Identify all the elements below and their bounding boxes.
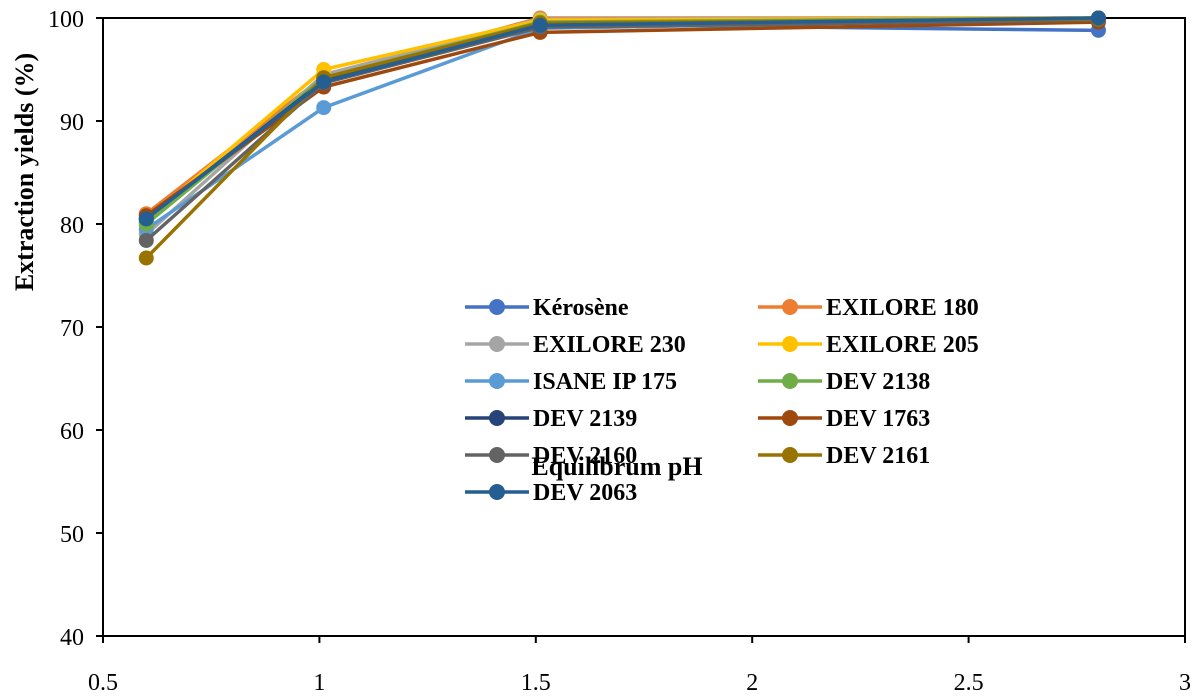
- data-point: [138, 250, 154, 266]
- x-tick-label: 0.5: [88, 670, 118, 696]
- series-exilore-230: [138, 10, 1106, 242]
- legend-entry: EXILORE 230: [465, 332, 686, 358]
- plot-frame: [102, 17, 1186, 637]
- data-point: [532, 17, 548, 33]
- y-tick-label: 60: [60, 419, 84, 445]
- legend-entry: ISANE IP 175: [465, 369, 677, 395]
- legend-swatch-marker: [489, 484, 505, 500]
- legend-label: EXILORE 205: [826, 332, 979, 358]
- series-line: [145, 16, 1099, 226]
- legend-label: DEV 1763: [826, 406, 930, 432]
- axes: 0.5 1 1.5 2 2.5 3 40 50 60 70 80 90 100: [48, 7, 1191, 696]
- plot-area: [102, 17, 1186, 637]
- data-point: [138, 232, 154, 248]
- legend-label: DEV 2063: [533, 480, 637, 506]
- x-tick-label: 3: [1179, 670, 1191, 696]
- legend-swatch-marker: [782, 299, 798, 315]
- legend-entry: DEV 2161: [758, 443, 930, 469]
- series-line: [145, 22, 1099, 224]
- data-point: [1090, 10, 1106, 26]
- legend-swatch-marker: [782, 336, 798, 352]
- series-line: [145, 16, 1099, 236]
- legend-label: EXILORE 180: [826, 295, 979, 321]
- y-tick-label: 40: [60, 625, 84, 651]
- series-dev-2160: [138, 12, 1106, 248]
- y-axis-title: Extraction yields (%): [10, 53, 39, 291]
- series-k-ros-ne: [138, 16, 1106, 230]
- y-tick-label: 90: [60, 110, 84, 136]
- legend-entry: DEV 2139: [465, 406, 637, 432]
- series-dev-2063: [138, 10, 1106, 227]
- legend-label: ISANE IP 175: [533, 369, 677, 395]
- x-tick-label: 2: [746, 670, 758, 696]
- legend-entry: EXILORE 205: [758, 332, 979, 358]
- legend-swatch-marker: [489, 410, 505, 426]
- legend-entry: DEV 1763: [758, 406, 930, 432]
- legend-entry: DEV 2160: [465, 443, 637, 469]
- y-tick-label: 50: [60, 522, 84, 548]
- x-tick-label: 1: [313, 670, 325, 696]
- legend-entry: DEV 2138: [758, 369, 930, 395]
- legend: Kérosène EXILORE 180 EXILORE 230 EXILORE 20…: [465, 295, 979, 506]
- legend-swatch-marker: [782, 373, 798, 389]
- x-tick-label: 1.5: [521, 670, 551, 696]
- legend-label: DEV 2160: [533, 443, 637, 469]
- legend-swatch-marker: [489, 447, 505, 463]
- series-line: [145, 16, 1099, 221]
- x-axis-title: Equilibrum pH: [531, 452, 702, 481]
- x-tick-label: 2.5: [954, 670, 984, 696]
- data-point: [316, 74, 332, 90]
- legend-entry: Kérosène: [465, 295, 629, 321]
- legend-entry: EXILORE 180: [758, 295, 979, 321]
- legend-label: Kérosène: [533, 295, 629, 321]
- series-dev-2138: [138, 10, 1106, 232]
- y-tick-label: 70: [60, 316, 84, 342]
- legend-label: DEV 2139: [533, 406, 637, 432]
- data-point: [316, 100, 332, 116]
- y-tick-label: 100: [48, 7, 84, 33]
- series-line: [145, 16, 1099, 222]
- series-line: [145, 17, 1099, 260]
- series-line: [145, 16, 1099, 221]
- legend-entry: DEV 2063: [465, 480, 637, 506]
- series-line: [145, 20, 1099, 218]
- legend-swatch-marker: [489, 336, 505, 352]
- legend-swatch-marker: [782, 410, 798, 426]
- legend-label: DEV 2161: [826, 443, 930, 469]
- y-tick-label: 80: [60, 213, 84, 239]
- legend-swatch-marker: [782, 447, 798, 463]
- legend-swatch-marker: [489, 299, 505, 315]
- legend-swatch-marker: [489, 373, 505, 389]
- legend-label: DEV 2138: [826, 369, 930, 395]
- data-point: [138, 211, 154, 227]
- series-lines: [138, 10, 1106, 266]
- series-dev-2161: [138, 11, 1106, 266]
- series-line: [145, 17, 1099, 231]
- series-isane-ip-175: [138, 11, 1106, 237]
- legend-label: EXILORE 230: [533, 332, 686, 358]
